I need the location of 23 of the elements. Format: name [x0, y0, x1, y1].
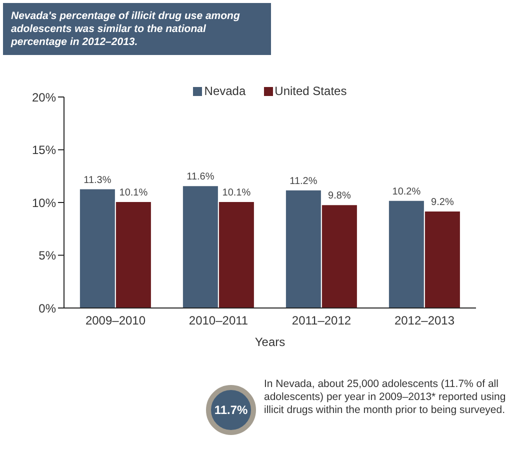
data-label: 11.3%: [84, 174, 112, 186]
y-tick-label: 5%: [38, 248, 56, 263]
data-label: 10.1%: [222, 187, 251, 198]
chart-title: Nevada's percentage of illicit drug use among adolescents was similar to the national percentage in 2012–2013.: [3, 3, 271, 55]
y-tick-label: 0%: [38, 301, 56, 316]
x-axis-title: Years: [254, 335, 286, 349]
data-label: 10.2%: [392, 186, 421, 198]
data-label: 10.1%: [119, 187, 148, 198]
x-tick-label: 2010–2011: [188, 314, 248, 328]
x-tick-label: 2011–2012: [292, 314, 352, 328]
legend-label: United States: [274, 84, 347, 98]
circle-badge: 11.7%: [206, 385, 256, 435]
y-tick-label: 20%: [32, 90, 56, 104]
data-label: 11.2%: [290, 176, 318, 187]
legend-label: Nevada: [203, 84, 246, 98]
x-tick-label: 2012–2013: [394, 314, 455, 328]
data-label: 11.6%: [186, 172, 214, 183]
y-tick-label: 15%: [32, 143, 56, 158]
data-label: 9.2%: [431, 196, 454, 208]
x-tick-label: 2009–2010: [85, 314, 146, 328]
y-tick-label: 10%: [32, 196, 56, 210]
text: In Nevada, about 25,000 adolescents (11.7% of all adolescents) per year in 2009–2013* reported using illicit drugs within the month prior to being surveyed.: [264, 378, 507, 417]
data-label: 9.8%: [328, 190, 351, 202]
